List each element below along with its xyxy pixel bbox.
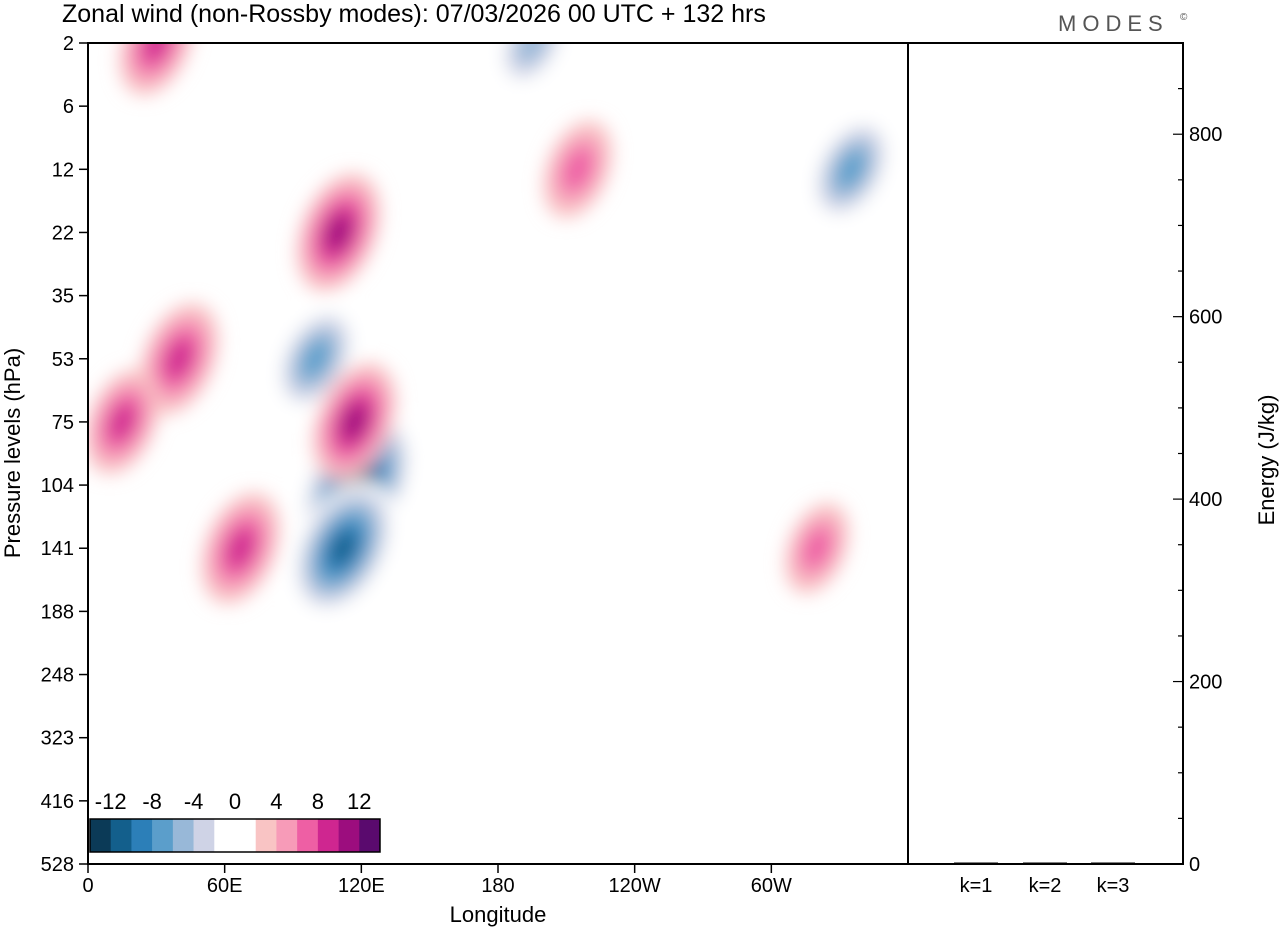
colorbar-swatch-0	[90, 819, 112, 852]
field-feature-11-shade-3	[562, 147, 594, 192]
field-feature-1-shade-6	[330, 531, 356, 565]
colorbar-label-3: 0	[229, 789, 241, 814]
heatmap-background	[88, 43, 908, 864]
energy-bar-k=3	[1091, 862, 1135, 864]
colorbar-swatch-7	[235, 819, 257, 852]
colorbar-swatch-10	[297, 819, 319, 852]
colorbar-swatch-11	[317, 819, 339, 852]
pressure-tick-label-6: 75	[52, 412, 74, 434]
energy-tick-label-4: 800	[1189, 124, 1222, 146]
energy-tick-label-3: 600	[1189, 307, 1222, 329]
field-feature-6-shade-4	[165, 339, 193, 379]
energy-category-label-2: k=3	[1097, 875, 1130, 897]
field-feature-2-shade-4	[301, 339, 331, 378]
longitude-axis-ticks: 0 60E 120E 180 120W 60W	[82, 864, 792, 897]
pressure-tick-label-12: 416	[41, 791, 74, 813]
brand-logo: MODES	[1058, 11, 1169, 36]
field-feature-3-shade-3	[515, 43, 549, 65]
pressure-tick-label-2: 12	[52, 159, 74, 181]
longitude-tick-label-5: 60W	[751, 875, 792, 897]
pressure-tick-label-9: 188	[41, 601, 74, 623]
colorbar-label-0: -12	[95, 789, 127, 814]
pressure-tick-label-1: 6	[63, 96, 74, 118]
wind-field	[88, 43, 893, 617]
field-feature-7-shade-4	[109, 403, 136, 441]
longitude-tick-label-3: 180	[481, 875, 514, 897]
energy-axis-label: Energy (J/kg)	[1254, 395, 1279, 526]
pressure-tick-label-5: 53	[52, 349, 74, 371]
field-feature-5-shade-5	[326, 215, 351, 250]
y-axis-label: Pressure levels (hPa)	[0, 348, 25, 558]
pressure-tick-label-13: 528	[41, 854, 74, 876]
pressure-tick-label-10: 248	[41, 665, 74, 687]
field-feature-4-shade-4	[836, 150, 866, 189]
chart-title: Zonal wind (non-Rossby modes): 07/03/202…	[62, 0, 766, 28]
longitude-tick-label-2: 120E	[338, 875, 385, 897]
colorbar-label-5: 8	[312, 789, 324, 814]
field-feature-8-shade-4	[226, 528, 255, 568]
colorbar-frame	[89, 818, 381, 853]
colorbar-labels: -12 -8 -4 0 4 8 12	[95, 789, 372, 814]
energy-bar-k=1	[954, 862, 998, 864]
pressure-tick-label-11: 323	[41, 728, 74, 750]
colorbar-swatch-4	[172, 819, 194, 852]
colorbar-label-2: -4	[184, 789, 204, 814]
colorbar-swatch-12	[338, 819, 360, 852]
colorbar-swatch-3	[152, 819, 174, 852]
colorbar-swatch-13	[359, 819, 381, 852]
x-axis-label: Longitude	[450, 902, 547, 927]
energy-tick-label-2: 400	[1189, 489, 1222, 511]
colorbar-swatch-8	[255, 819, 277, 852]
colorbar-swatch-5	[193, 819, 215, 852]
colorbar-swatch-9	[276, 819, 298, 852]
longitude-tick-label-0: 0	[82, 875, 93, 897]
colorbar-swatch-6	[214, 819, 236, 852]
energy-bars: k=1 k=2 k=3	[954, 862, 1135, 897]
energy-tick-label-0: 0	[1189, 854, 1200, 876]
field-feature-10-shade-4	[143, 43, 170, 62]
pressure-tick-label-3: 22	[52, 222, 74, 244]
colorbar-swatch-1	[110, 819, 132, 852]
pressure-tick-label-4: 35	[52, 286, 74, 308]
pressure-axis-ticks: 2 6 12 22 35 53 75 104 141 188 248 323 416 528	[41, 33, 88, 876]
pressure-tick-label-0: 2	[63, 33, 74, 55]
energy-panel-frame	[907, 42, 1184, 865]
colorbar-label-1: -8	[142, 789, 162, 814]
field-feature-12-shade-3	[802, 527, 832, 569]
longitude-tick-label-4: 120W	[609, 875, 661, 897]
field-feature-9-shade-5	[342, 404, 367, 439]
colorbar	[89, 818, 381, 853]
longitude-tick-label-1: 60E	[207, 875, 243, 897]
colorbar-label-6: 12	[347, 789, 371, 814]
colorbar-swatch-2	[131, 819, 153, 852]
energy-tick-label-1: 200	[1189, 672, 1222, 694]
pressure-tick-label-7: 104	[41, 475, 74, 497]
energy-category-label-1: k=2	[1029, 875, 1062, 897]
energy-axis-ticks: 0 200 400 600 800	[1173, 42, 1222, 876]
energy-bar-k=2	[1023, 862, 1067, 864]
brand-mark: ©	[1180, 12, 1188, 23]
colorbar-label-4: 4	[270, 789, 282, 814]
pressure-tick-label-8: 141	[41, 538, 74, 560]
energy-category-label-0: k=1	[960, 875, 993, 897]
